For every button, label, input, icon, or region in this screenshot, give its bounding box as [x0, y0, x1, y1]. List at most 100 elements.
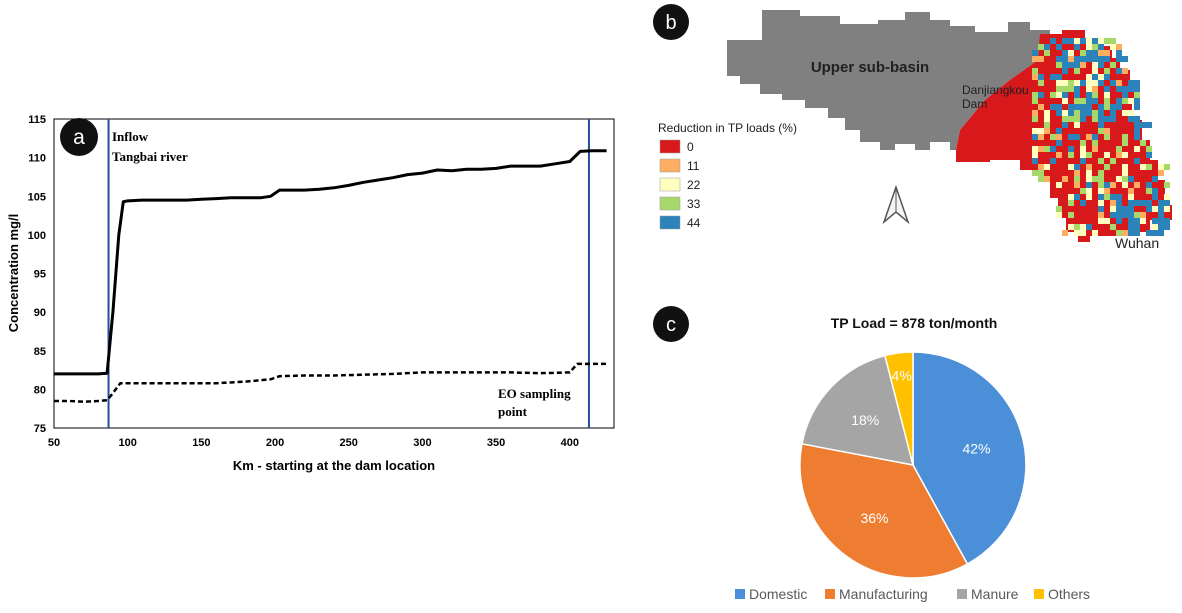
- map-cell: [1044, 146, 1050, 152]
- map-cell: [1086, 92, 1092, 98]
- map-cell: [1116, 98, 1122, 104]
- map-cell: [1080, 116, 1086, 122]
- eo-annotation-line1: EO sampling: [498, 386, 571, 401]
- map-cell: [1122, 164, 1128, 170]
- legend-label: Manufacturing: [839, 586, 928, 602]
- legend-swatch: [957, 589, 967, 599]
- map-cell: [1050, 74, 1056, 80]
- map-cell: [1080, 80, 1086, 86]
- map-cell: [1080, 230, 1086, 236]
- x-tick-label: 350: [487, 437, 505, 449]
- map-cell: [1116, 176, 1122, 182]
- map-cell: [1104, 116, 1110, 122]
- panel-badge-b-text: b: [665, 12, 676, 34]
- pie-data-label: 42%: [962, 441, 990, 457]
- map-cell: [1164, 194, 1170, 200]
- map-cell: [1062, 92, 1068, 98]
- map-cell: [1074, 182, 1080, 188]
- map-cell: [1056, 74, 1062, 80]
- legend-label: 33: [687, 197, 701, 211]
- map-cell: [1062, 68, 1068, 74]
- y-tick-labels: 75 80 85 90 95 100 105 110 115: [28, 114, 46, 435]
- map-cell: [1038, 74, 1044, 80]
- map-cell: [1032, 152, 1038, 158]
- map-cell: [1110, 206, 1116, 212]
- map-cell: [1056, 134, 1062, 140]
- map-cell: [1044, 44, 1050, 50]
- map-cell: [1032, 170, 1038, 176]
- map-cell: [1098, 212, 1104, 218]
- map-cell: [1098, 176, 1104, 182]
- map-cell: [1050, 104, 1056, 110]
- legend-swatch: [659, 215, 681, 230]
- x-axis-label: Km - starting at the dam location: [233, 458, 435, 473]
- map-cell: [1068, 104, 1074, 110]
- map-cell: [1074, 110, 1080, 116]
- panel-badge-b: [653, 4, 689, 40]
- map-cell: [1062, 80, 1068, 86]
- map-cell: [1140, 122, 1146, 128]
- map-cell: [1080, 188, 1086, 194]
- y-tick-label: 90: [34, 307, 46, 319]
- map-cell: [1080, 62, 1086, 68]
- wuhan-label: Wuhan: [1115, 235, 1159, 251]
- pie-slice: [801, 354, 915, 466]
- map-cell: [1086, 164, 1092, 170]
- map-cell: [1098, 170, 1104, 176]
- map-cell: [1068, 116, 1074, 122]
- map-cell: [1074, 56, 1080, 62]
- map-cell: [1104, 86, 1110, 92]
- map-cell: [1134, 230, 1140, 236]
- map-cell: [1146, 230, 1152, 236]
- map-cell: [1146, 122, 1152, 128]
- map-cell: [1080, 98, 1086, 104]
- map-cell: [1068, 212, 1074, 218]
- map-cell: [1164, 200, 1170, 206]
- map-cell: [1110, 116, 1116, 122]
- map-cell: [1044, 50, 1050, 56]
- map-cell: [1140, 200, 1146, 206]
- map-cell: [1128, 80, 1134, 86]
- map-cell: [1122, 98, 1128, 104]
- map-cell: [1074, 176, 1080, 182]
- map-cell: [1128, 116, 1134, 122]
- legend-label: Others: [1048, 586, 1090, 602]
- map-cell: [1122, 230, 1128, 236]
- map-cell: [1110, 200, 1116, 206]
- panel-badge-c: [653, 306, 689, 342]
- map-cell: [1086, 38, 1092, 44]
- map-cell: [1050, 38, 1056, 44]
- map-cell: [1152, 188, 1158, 194]
- map-cell: [1128, 86, 1134, 92]
- legend-label: 0: [687, 140, 694, 154]
- map-cell: [1086, 170, 1092, 176]
- map-cell: [1056, 92, 1062, 98]
- map-cell: [1068, 224, 1074, 230]
- reduction-pixels: [1032, 38, 1170, 236]
- map-cell: [1044, 110, 1050, 116]
- pie-data-label: 18%: [851, 412, 879, 428]
- map-cell: [1038, 128, 1044, 134]
- map-cell: [1134, 92, 1140, 98]
- dam-label-line2: Dam: [962, 97, 987, 111]
- map-cell: [1092, 98, 1098, 104]
- map-cell: [1056, 212, 1062, 218]
- map-cell: [1050, 146, 1056, 152]
- map-cell: [1098, 206, 1104, 212]
- map-cell: [1062, 38, 1068, 44]
- map-cell: [1092, 134, 1098, 140]
- map-cell: [1122, 206, 1128, 212]
- map-cell: [1086, 188, 1092, 194]
- map-cell: [1044, 128, 1050, 134]
- map-cell: [1110, 80, 1116, 86]
- map-cell: [1080, 152, 1086, 158]
- map-cell: [1134, 182, 1140, 188]
- map-cell: [1080, 38, 1086, 44]
- panel-badge-a-text: a: [73, 126, 85, 149]
- map-cell: [1056, 206, 1062, 212]
- map-cell: [1140, 140, 1146, 146]
- x-tick-label: 250: [340, 437, 358, 449]
- map-cell: [1116, 104, 1122, 110]
- map-cell: [1122, 56, 1128, 62]
